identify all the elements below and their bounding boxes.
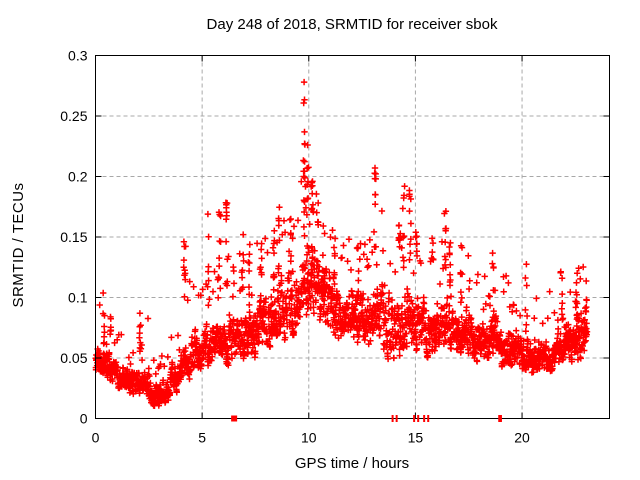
x-tick-label: 5	[198, 430, 206, 446]
axis-bar-marker	[391, 415, 394, 422]
x-axis-label: GPS time / hours	[295, 455, 409, 472]
y-tick-label: 0.15	[60, 229, 87, 245]
axis-square-marker	[231, 415, 238, 422]
x-tick-label: 20	[514, 430, 530, 446]
x-tick-label: 10	[301, 430, 317, 446]
tick-labels: 0 5 10 15 20 0 0.05 0.1 0.15 0.2 0.25 0.3	[60, 48, 530, 446]
axis-bar-marker	[413, 415, 416, 422]
y-tick-label: 0.05	[60, 350, 87, 366]
x-tick-label: 0	[92, 430, 100, 446]
y-tick-label: 0.2	[68, 169, 88, 185]
y-tick-label: 0.25	[60, 108, 87, 124]
axis-bar-marker	[395, 415, 398, 422]
axis-bar-marker	[423, 415, 426, 422]
axis-bar-marker	[427, 415, 430, 422]
axis-bar-marker	[499, 415, 502, 422]
y-axis-label: SRMTID / TECUs	[10, 182, 27, 307]
axis-event-markers	[231, 415, 502, 422]
y-tick-label: 0.3	[68, 48, 88, 64]
chart-title: Day 248 of 2018, SRMTID for receiver sbo…	[207, 16, 498, 33]
y-tick-label: 0.1	[68, 290, 88, 306]
x-tick-label: 15	[408, 430, 424, 446]
y-tick-label: 0	[80, 411, 88, 427]
axis-bar-marker	[498, 415, 501, 422]
axis-ticks	[95, 55, 610, 419]
axis-bar-marker	[417, 415, 420, 422]
